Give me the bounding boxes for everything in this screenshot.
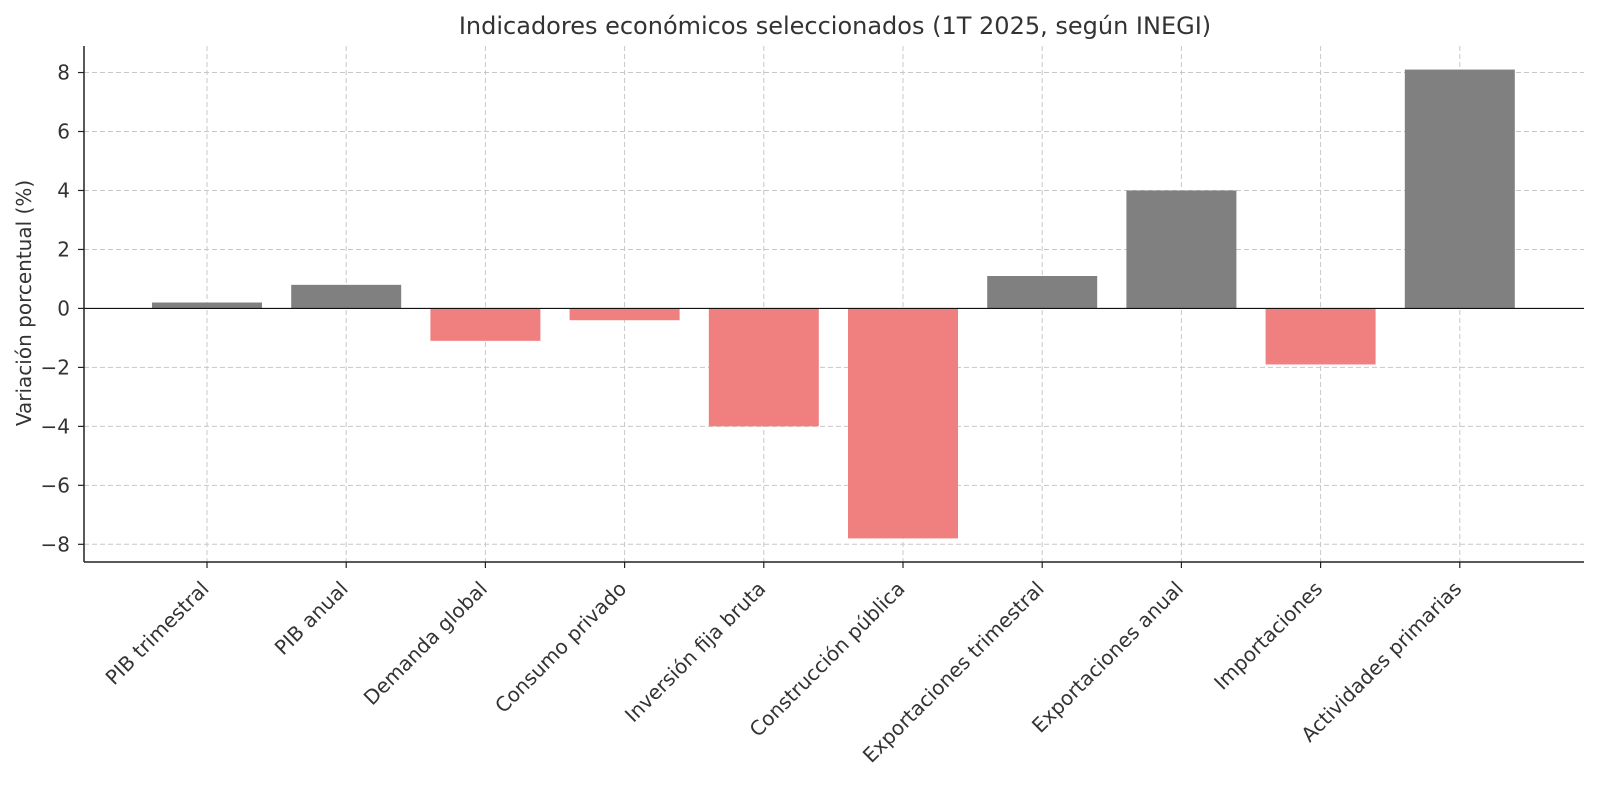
axes — [78, 46, 1584, 568]
y-tick-label: −8 — [41, 532, 70, 556]
bar — [152, 302, 262, 309]
x-tick-label: Construcción pública — [745, 577, 910, 742]
x-tick-label: PIB trimestral — [101, 577, 214, 690]
bar — [291, 284, 402, 309]
chart-title: Indicadores económicos seleccionados (1T… — [459, 12, 1211, 40]
y-tick-label: 2 — [57, 237, 70, 261]
bar — [1126, 190, 1237, 309]
y-tick-label: −4 — [41, 414, 70, 438]
x-tick-labels: PIB trimestral PIB anual Demanda globalCon… — [101, 577, 1467, 768]
y-tick-label: 0 — [57, 296, 70, 320]
y-axis-label: Variación porcentual (%) — [12, 180, 36, 426]
x-tick-label: Exportaciones anual — [1027, 577, 1188, 738]
y-tick-label: 8 — [57, 61, 70, 85]
y-tick-label: −2 — [41, 355, 70, 379]
bar — [569, 308, 680, 321]
x-tick-label: PIB anual — [270, 577, 353, 660]
x-tick-label: Consumo privado — [490, 577, 631, 718]
x-tick-label: Inversión fija bruta — [620, 577, 770, 727]
bars-group — [152, 69, 1515, 539]
y-tick-labels: 8 6 4 2 0 −2 −4 −6 −8 — [41, 61, 70, 557]
bar — [1404, 69, 1515, 309]
x-tick-label: Demanda global — [359, 577, 492, 710]
x-tick-label: Actividades primarias — [1296, 577, 1466, 747]
bar — [848, 308, 958, 539]
x-tick-label: Importaciones — [1209, 577, 1327, 695]
y-tick-label: 4 — [57, 178, 70, 202]
y-tick-label: 6 — [57, 120, 70, 144]
bar — [708, 308, 819, 427]
bar — [430, 308, 541, 341]
bar — [1265, 308, 1376, 365]
y-tick-label: −6 — [41, 473, 70, 497]
bar — [987, 275, 1098, 309]
